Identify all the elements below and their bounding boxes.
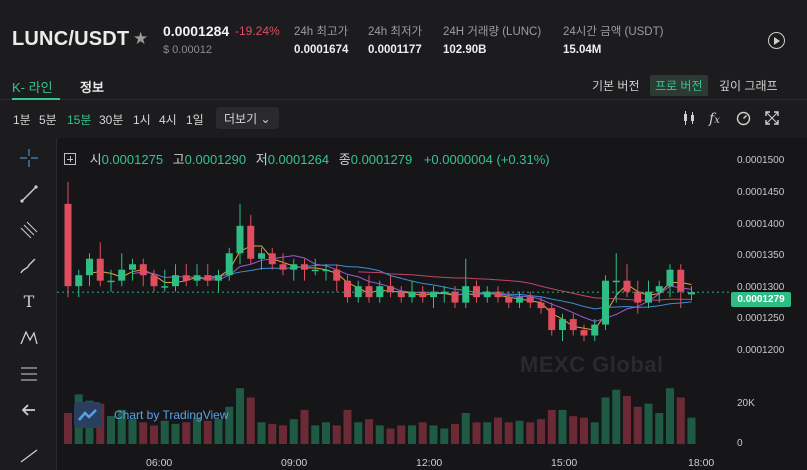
- trendline-icon[interactable]: [18, 184, 40, 206]
- chart-tabs: K- 라인 정보 기본 버전 프로 버전 깊이 그래프: [0, 70, 807, 100]
- y-tick: 0.0001500: [737, 155, 785, 166]
- change-value: +0.0000004 (+0.31%): [423, 152, 550, 167]
- fullscreen-svg: [765, 111, 779, 125]
- expand-icon[interactable]: [64, 153, 76, 165]
- fib-icon[interactable]: [18, 364, 40, 386]
- low-label: 저: [255, 152, 268, 167]
- settings-gauge-icon[interactable]: [736, 111, 751, 129]
- interval-15m[interactable]: 15분: [67, 113, 92, 127]
- tradingview-logo-icon[interactable]: [74, 402, 102, 428]
- drawing-toolbar: T: [0, 138, 57, 470]
- y-tick: 0.0001200: [737, 345, 785, 356]
- open-label: 시: [89, 152, 102, 167]
- watermark: MEXC Global: [520, 352, 664, 377]
- ohlc-legend: 시0.0001275 고0.0001290 저0.0001264 종0.0001…: [64, 149, 550, 168]
- current-price-tag: 0.0001279: [731, 292, 791, 307]
- play-icon[interactable]: [768, 32, 785, 49]
- close-value: 0.0001279: [350, 152, 413, 167]
- more-intervals-dropdown[interactable]: 더보기 ⌄: [216, 107, 279, 129]
- brush-icon[interactable]: [18, 256, 40, 278]
- pair-name[interactable]: LUNC/USDT: [12, 28, 130, 50]
- stat-amount-value: 15.04M: [563, 44, 602, 56]
- favorite-star-icon[interactable]: ★: [133, 29, 149, 48]
- gauge-svg: [736, 111, 751, 126]
- pitchfork-svg: [20, 221, 38, 239]
- stat-amount-label: 24시간 금액 (USDT): [563, 26, 664, 38]
- interval-30m[interactable]: 30분: [99, 113, 124, 127]
- interval-4h[interactable]: 4시: [159, 113, 177, 127]
- back-arrow-svg: [21, 404, 35, 416]
- y-tick: 0.0001250: [737, 313, 785, 324]
- interval-1m[interactable]: 1분: [13, 113, 31, 127]
- x-tick: 12:00: [416, 457, 443, 469]
- indicator-fx-icon[interactable]: fx: [709, 111, 720, 127]
- pattern-icon[interactable]: [18, 328, 40, 350]
- fib-svg: [21, 367, 37, 381]
- stat-low-label: 24h 최저가: [368, 26, 423, 38]
- y-tick: 0.0001350: [737, 250, 785, 261]
- stat-volume-value: 102.90B: [443, 44, 487, 56]
- brush-svg: [20, 258, 36, 274]
- x-tick: 09:00: [281, 457, 308, 469]
- price-change-percent: -19.24%: [235, 24, 280, 38]
- tab-active-underline: [12, 98, 60, 100]
- tradingview-link[interactable]: Chart by TradingView: [114, 408, 229, 422]
- price-axis[interactable]: [733, 150, 807, 470]
- chevron-down-icon: ⌄: [260, 112, 271, 126]
- fullscreen-icon[interactable]: [765, 111, 779, 128]
- y-tick: 0.0001300: [737, 282, 785, 293]
- x-tick: 06:00: [146, 457, 173, 469]
- view-depth-button[interactable]: 깊이 그래프: [719, 79, 778, 93]
- stat-high-label: 24h 최고가: [294, 26, 349, 38]
- text-tool-icon[interactable]: T: [23, 292, 35, 311]
- view-basic-button[interactable]: 기본 버전: [592, 79, 640, 93]
- interval-1h[interactable]: 1시: [133, 113, 151, 127]
- volume-tick: 20K: [737, 398, 755, 409]
- crosshair-icon[interactable]: [18, 148, 40, 170]
- interval-1d[interactable]: 1일: [186, 113, 204, 127]
- more-label: 더보기: [224, 112, 258, 126]
- candle-type-svg: [684, 111, 694, 125]
- usd-price: $ 0.00012: [163, 44, 212, 56]
- view-pro-button[interactable]: 프로 버전: [650, 75, 708, 96]
- back-arrow-icon[interactable]: [18, 400, 40, 422]
- tab-info[interactable]: 정보: [80, 80, 104, 95]
- x-tick: 15:00: [551, 457, 578, 469]
- tv-svg: [78, 409, 97, 421]
- x-tick: 18:00: [688, 457, 715, 469]
- high-label: 고: [172, 152, 185, 167]
- ruler-svg: [20, 449, 38, 463]
- pattern-svg: [20, 330, 38, 345]
- y-tick: 0.0001400: [737, 219, 785, 230]
- trendline-svg: [20, 185, 38, 203]
- tab-kline[interactable]: K- 라인: [12, 80, 53, 95]
- open-value: 0.0001275: [101, 152, 164, 167]
- low-value: 0.0001264: [267, 152, 330, 167]
- y-tick: 0.0001450: [737, 187, 785, 198]
- close-label: 종: [338, 152, 351, 167]
- interval-5m[interactable]: 5분: [39, 113, 57, 127]
- last-price: 0.0001284: [163, 23, 230, 39]
- stat-high-value: 0.0001674: [294, 44, 349, 56]
- high-value: 0.0001290: [184, 152, 247, 167]
- candle-type-icon[interactable]: [682, 111, 696, 128]
- stat-volume-label: 24H 거래량 (LUNC): [443, 26, 542, 38]
- crosshair-svg: [20, 149, 38, 167]
- pitchfork-icon[interactable]: [18, 220, 40, 242]
- ruler-icon[interactable]: [18, 444, 40, 466]
- stat-low-value: 0.0001177: [368, 44, 422, 56]
- interval-bar: 1분 5분 15분 30분 1시 4시 1일 더보기 ⌄: [0, 104, 807, 132]
- ticker-header: LUNC/USDT ★ 0.0001284 -19.24% $ 0.00012 …: [0, 0, 807, 70]
- volume-tick: 0: [737, 438, 743, 449]
